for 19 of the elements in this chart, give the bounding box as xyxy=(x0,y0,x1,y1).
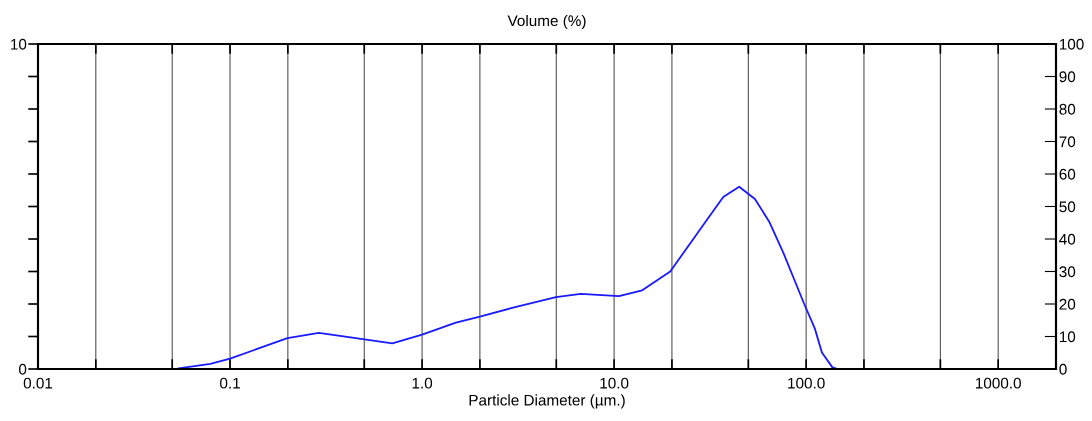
y2-tick-label: 20 xyxy=(1059,298,1076,310)
y2-tick-label: 10 xyxy=(1059,331,1076,343)
x-tick-label: 1000.0 xyxy=(975,377,1021,389)
y2-tick-label: 60 xyxy=(1059,168,1076,180)
x-tick-label: 0.1 xyxy=(220,377,240,389)
y2-tick-label: 100 xyxy=(1059,38,1084,50)
x-tick-label: 0.01 xyxy=(23,377,53,389)
y2-tick-label: 90 xyxy=(1059,71,1076,83)
y2-tick-label: 50 xyxy=(1059,201,1076,213)
x-tick-label: 10.0 xyxy=(600,377,629,389)
y2-tick-label: 40 xyxy=(1059,233,1076,245)
y2-tick-label: 70 xyxy=(1059,136,1076,148)
y2-tick-label: 30 xyxy=(1059,266,1076,278)
y2-tick-label: 0 xyxy=(1059,363,1067,375)
y2-tick-label: 80 xyxy=(1059,103,1076,115)
x-tick-label: 1.0 xyxy=(412,377,433,389)
x-axis-title: Particle Diameter (µm.) xyxy=(469,394,625,409)
x-tick-label: 100.0 xyxy=(788,377,825,389)
chart-title: Volume (%) xyxy=(507,14,586,30)
